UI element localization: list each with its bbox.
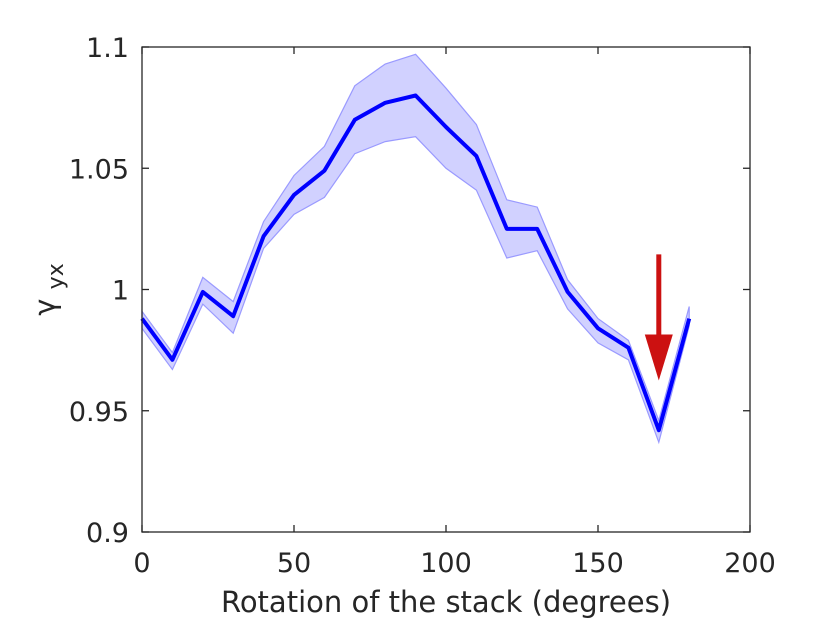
x-axis: 0 50 100 150 200 xyxy=(133,47,776,579)
y-axis-label-symbol: γ xyxy=(28,299,62,316)
y-tick-label: 1 xyxy=(112,276,129,307)
y-tick-label: 0.95 xyxy=(69,397,129,428)
y-tick-label: 1.1 xyxy=(86,33,129,64)
y-axis: 0.9 0.95 1 1.05 1.1 xyxy=(69,33,750,549)
series-line xyxy=(140,93,692,433)
y-axis-label: γ yx xyxy=(28,263,69,315)
x-axis-label: Rotation of the stack (degrees) xyxy=(221,585,671,619)
y-tick-label: 1.05 xyxy=(69,154,129,185)
x-tick-label: 200 xyxy=(724,548,776,579)
y-tick-label: 0.9 xyxy=(86,518,129,549)
arrow-head xyxy=(644,334,673,381)
x-tick-label: 100 xyxy=(420,548,472,579)
confidence-band xyxy=(141,53,690,445)
x-tick-label: 150 xyxy=(572,548,624,579)
annotation-arrow xyxy=(644,254,673,381)
y-axis-label-subscript: yx xyxy=(44,263,69,289)
x-tick-label: 0 xyxy=(133,548,150,579)
x-tick-label: 50 xyxy=(277,548,311,579)
